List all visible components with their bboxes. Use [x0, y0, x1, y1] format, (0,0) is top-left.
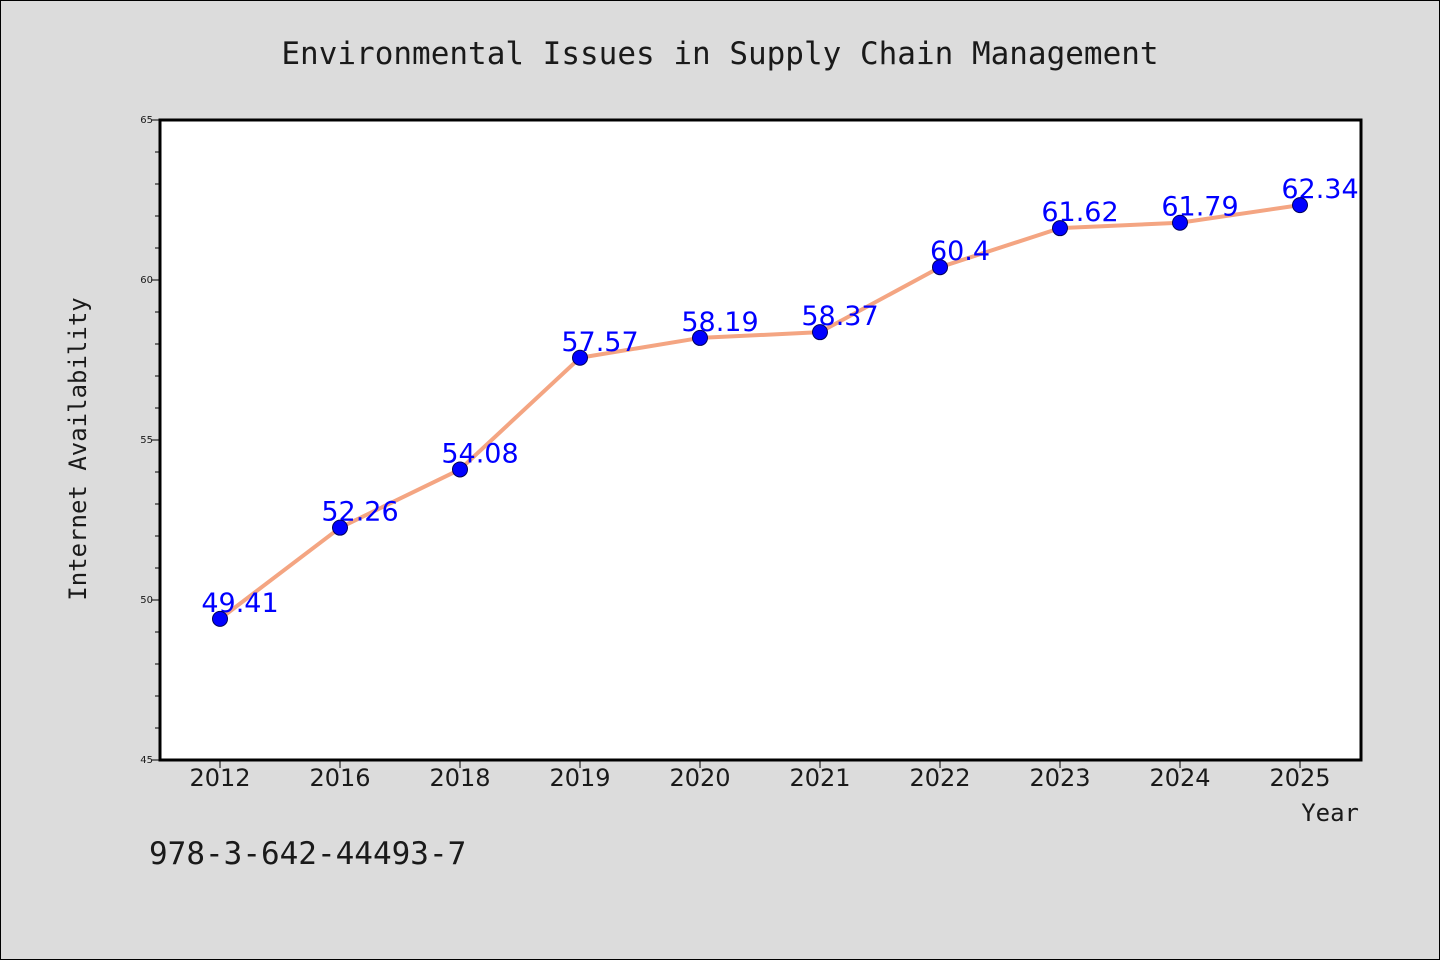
- y-tick-label: 65: [140, 115, 153, 126]
- y-tick-label: 60: [140, 275, 153, 286]
- x-tick-label: 2024: [1149, 764, 1210, 792]
- data-point: [1292, 197, 1308, 214]
- plot-area: [158, 118, 1363, 762]
- data-point: [1172, 214, 1188, 231]
- x-tick-label: 2016: [309, 764, 370, 792]
- x-tick-label: 2021: [789, 764, 850, 792]
- x-tick-label: 2020: [669, 764, 730, 792]
- x-tick-label: 2019: [549, 764, 610, 792]
- data-label: 57.57: [561, 327, 638, 358]
- x-tick-label: 2025: [1269, 764, 1330, 792]
- x-axis-label: Year: [1301, 799, 1359, 827]
- x-tick-label: 2018: [429, 764, 490, 792]
- data-label: 58.37: [801, 301, 878, 332]
- y-tick-label: 45: [140, 755, 153, 766]
- data-label: 52.26: [321, 497, 398, 528]
- y-tick-label: 55: [140, 435, 153, 446]
- data-point: [572, 349, 588, 366]
- data-label: 61.79: [1161, 192, 1238, 223]
- data-point: [212, 610, 228, 627]
- isbn-footer: 978-3-642-44493-7: [149, 836, 466, 872]
- y-axis: 45 50 55 60 65: [140, 115, 160, 766]
- chart-title: Environmental Issues in Supply Chain Man…: [281, 36, 1158, 72]
- data-point: [1052, 220, 1068, 237]
- data-point: [452, 461, 468, 478]
- data-label: 54.08: [441, 438, 518, 469]
- data-point: [692, 329, 708, 346]
- x-tick-label: 2023: [1029, 764, 1090, 792]
- data-label: 61.62: [1041, 197, 1118, 228]
- data-point: [932, 259, 948, 276]
- y-axis-label: Internet Availability: [64, 297, 92, 600]
- data-label: 62.34: [1281, 174, 1358, 205]
- data-label: 49.41: [201, 588, 278, 619]
- series-line: [218, 203, 1301, 621]
- x-tick-label: 2012: [189, 764, 250, 792]
- y-tick-label: 50: [140, 595, 153, 606]
- data-point: [332, 519, 348, 536]
- x-axis: 2012 2016 2018 2019 2020 2021 2022 2023 2024 2025: [189, 760, 1331, 792]
- x-tick-label: 2022: [909, 764, 970, 792]
- data-point: [812, 324, 828, 341]
- data-label: 58.19: [681, 307, 758, 338]
